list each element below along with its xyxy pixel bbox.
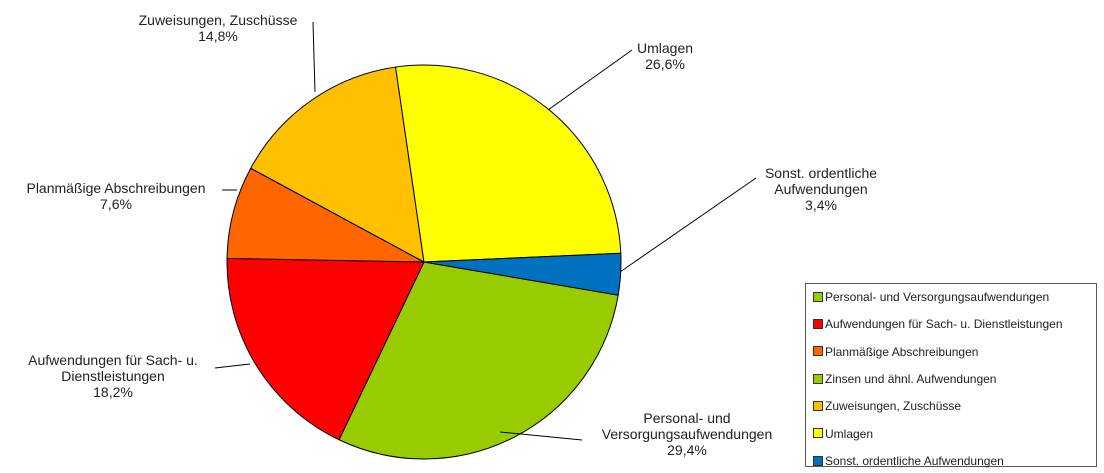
legend-label: Umlagen — [825, 426, 874, 441]
leader-line — [547, 49, 633, 111]
legend-item: Personal- und Versorgungsaufwendungen — [813, 290, 1049, 304]
legend-swatch — [813, 455, 823, 466]
label-name: Aufwendungen für Sach- u. Dienstleistung… — [28, 352, 198, 384]
legend-item: Zuweisungen, Zuschüsse — [813, 399, 961, 413]
label-value: 26,6% — [645, 56, 685, 72]
legend: Personal- und Versorgungsaufwendungen Auf… — [805, 283, 1097, 468]
pie-slice — [394, 64, 622, 263]
legend-item: Sonst. ordentliche Aufwendungen — [813, 454, 1004, 468]
label-value: 14,8% — [198, 28, 238, 44]
leader-line — [499, 431, 583, 441]
data-label: Planmäßige Abschreibungen 7,6% — [6, 180, 226, 212]
leader-line — [214, 363, 251, 369]
label-name: Planmäßige Abschreibungen — [26, 180, 206, 196]
legend-swatch — [813, 401, 823, 412]
legend-label: Sonst. ordentliche Aufwendungen — [825, 453, 1004, 468]
legend-item: Umlagen — [813, 427, 873, 441]
pie-slice — [338, 261, 619, 460]
legend-swatch — [813, 428, 823, 439]
legend-label: Personal- und Versorgungsaufwendungen — [825, 290, 1050, 304]
data-label: Sonst. ordentliche Aufwendungen 3,4% — [756, 165, 886, 213]
label-value: 18,2% — [93, 384, 133, 400]
label-name: Sonst. ordentliche Aufwendungen — [764, 165, 878, 197]
leader-line — [619, 177, 757, 273]
pie-slice — [226, 167, 425, 263]
legend-item: Planmäßige Abschreibungen — [813, 345, 978, 359]
legend-swatch — [813, 291, 823, 302]
legend-label: Zinsen und ähnl. Aufwendungen — [825, 371, 997, 386]
legend-swatch — [813, 346, 823, 357]
label-value: 29,4% — [667, 442, 707, 458]
legend-label: Planmäßige Abschreibungen — [825, 344, 979, 359]
pie-slice — [423, 252, 622, 296]
data-label: Umlagen 26,6% — [605, 40, 725, 72]
data-label: Aufwendungen für Sach- u. Dienstleistung… — [8, 352, 218, 400]
pie-slice — [226, 257, 425, 441]
label-value: 3,4% — [805, 197, 837, 213]
data-label: Zuweisungen, Zuschüsse 14,8% — [118, 12, 318, 44]
data-label: Personal- und Versorgungsaufwendungen 29,… — [582, 410, 792, 458]
leader-line — [312, 21, 316, 93]
label-name: Umlagen — [636, 40, 694, 56]
pie-slice — [250, 66, 425, 263]
legend-swatch — [813, 373, 823, 384]
label-name: Personal- und Versorgungsaufwendungen — [601, 410, 773, 442]
legend-label: Zuweisungen, Zuschüsse — [825, 399, 962, 414]
legend-item: Aufwendungen für Sach- u. Dienstleistung… — [813, 317, 1063, 331]
legend-label: Aufwendungen für Sach- u. Dienstleistung… — [825, 317, 1063, 332]
label-name: Zuweisungen, Zuschüsse — [138, 12, 298, 28]
legend-swatch — [813, 319, 823, 330]
legend-item: Zinsen und ähnl. Aufwendungen — [813, 372, 996, 386]
label-value: 7,6% — [100, 196, 132, 212]
